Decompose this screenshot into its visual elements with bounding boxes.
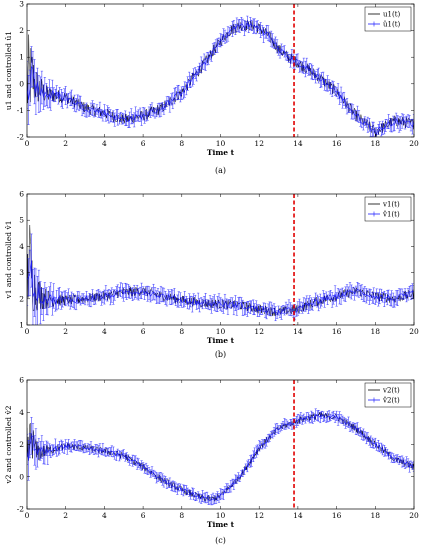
x-tick-label: 20 — [409, 139, 419, 148]
y-tick-label: 2 — [19, 26, 24, 35]
x-tick-label: 18 — [371, 139, 381, 148]
y-tick-label: 2 — [19, 440, 24, 449]
legend-box — [364, 6, 412, 32]
legend: v1(t)v̂1(t) — [364, 196, 412, 222]
x-tick-label: 14 — [293, 327, 303, 336]
x-tick-label: 0 — [25, 139, 30, 148]
x-tick-label: 2 — [63, 511, 68, 520]
x-tick-label: 8 — [179, 139, 184, 148]
y-axis-label: v2 and controlled v̂2 — [4, 405, 13, 484]
x-tick-label: 6 — [141, 139, 146, 148]
y-tick-label: 3 — [19, 0, 24, 9]
series-line-1 — [27, 413, 414, 501]
legend: v2(t)v̂2(t) — [364, 382, 412, 408]
x-tick-label: 6 — [141, 511, 146, 520]
x-tick-label: 10 — [216, 327, 226, 336]
y-tick-label: 4 — [19, 242, 24, 251]
x-axis-label: Time t — [207, 336, 235, 345]
y-tick-label: 0 — [19, 79, 24, 88]
x-tick-label: 0 — [25, 511, 30, 520]
legend-entry: v̂1(t) — [382, 210, 400, 219]
legend: u1(t) û1(t) — [364, 6, 412, 32]
y-tick-label: 1 — [19, 321, 24, 330]
legend-box — [364, 196, 412, 222]
y-tick-label: 3 — [19, 268, 24, 277]
x-tick-label: 12 — [254, 139, 264, 148]
x-axis-label: Time t — [207, 148, 235, 157]
x-tick-label: 6 — [141, 327, 146, 336]
y-axis-label: u1 and controlled û1 — [4, 31, 13, 110]
legend-entry: v̂2(t) — [382, 396, 400, 405]
x-tick-label: 10 — [216, 511, 226, 520]
y-tick-label: 6 — [19, 190, 24, 199]
series-errorbars-1 — [27, 408, 414, 506]
plot-area — [27, 15, 414, 137]
legend-entry: v1(t) — [382, 201, 400, 209]
x-tick-label: 8 — [179, 327, 184, 336]
legend-entry: u1(t) — [383, 11, 401, 19]
legend-box — [364, 382, 412, 408]
x-tick-label: 4 — [102, 511, 107, 520]
y-tick-label: -2 — [17, 505, 25, 514]
y-tick-label: 4 — [19, 408, 24, 417]
x-axis-label: Time t — [207, 520, 235, 529]
y-tick-label: 6 — [19, 376, 24, 385]
x-tick-label: 16 — [332, 511, 342, 520]
x-tick-label: 18 — [371, 327, 381, 336]
series-line-1 — [27, 21, 414, 135]
x-tick-label: 20 — [409, 327, 419, 336]
series-errorbars-1 — [27, 15, 414, 137]
y-tick-label: 0 — [19, 472, 24, 481]
x-tick-label: 14 — [293, 511, 303, 520]
panel-caption: (b) — [215, 350, 226, 359]
x-tick-label: 2 — [63, 139, 68, 148]
plot-area — [27, 224, 414, 325]
x-tick-label: 4 — [102, 327, 107, 336]
y-axis-label: v1 and controlled v̂1 — [4, 221, 13, 300]
y-tick-label: 5 — [19, 216, 24, 225]
x-tick-label: 4 — [102, 139, 107, 148]
legend-entry: v2(t) — [382, 387, 400, 395]
x-tick-label: 12 — [254, 511, 264, 520]
x-tick-label: 20 — [409, 511, 419, 520]
series-errorbars-1 — [27, 233, 414, 325]
panel-caption: (c) — [215, 536, 226, 545]
series-line-1 — [27, 260, 414, 316]
x-tick-label: 16 — [332, 139, 342, 148]
x-tick-label: 14 — [293, 139, 303, 148]
x-tick-label: 0 — [25, 327, 30, 336]
x-tick-label: 12 — [254, 327, 264, 336]
x-tick-label: 16 — [332, 327, 342, 336]
y-tick-label: -1 — [17, 106, 24, 115]
legend-entry: û1(t) — [383, 21, 401, 29]
panel-caption: (a) — [215, 166, 226, 175]
x-tick-label: 2 — [63, 327, 68, 336]
x-tick-label: 10 — [216, 139, 226, 148]
y-tick-label: 1 — [19, 53, 24, 62]
y-tick-label: 2 — [19, 294, 24, 303]
x-tick-label: 8 — [179, 511, 184, 520]
plot-area — [27, 408, 414, 506]
x-tick-label: 18 — [371, 511, 381, 520]
y-tick-label: -2 — [17, 133, 25, 142]
